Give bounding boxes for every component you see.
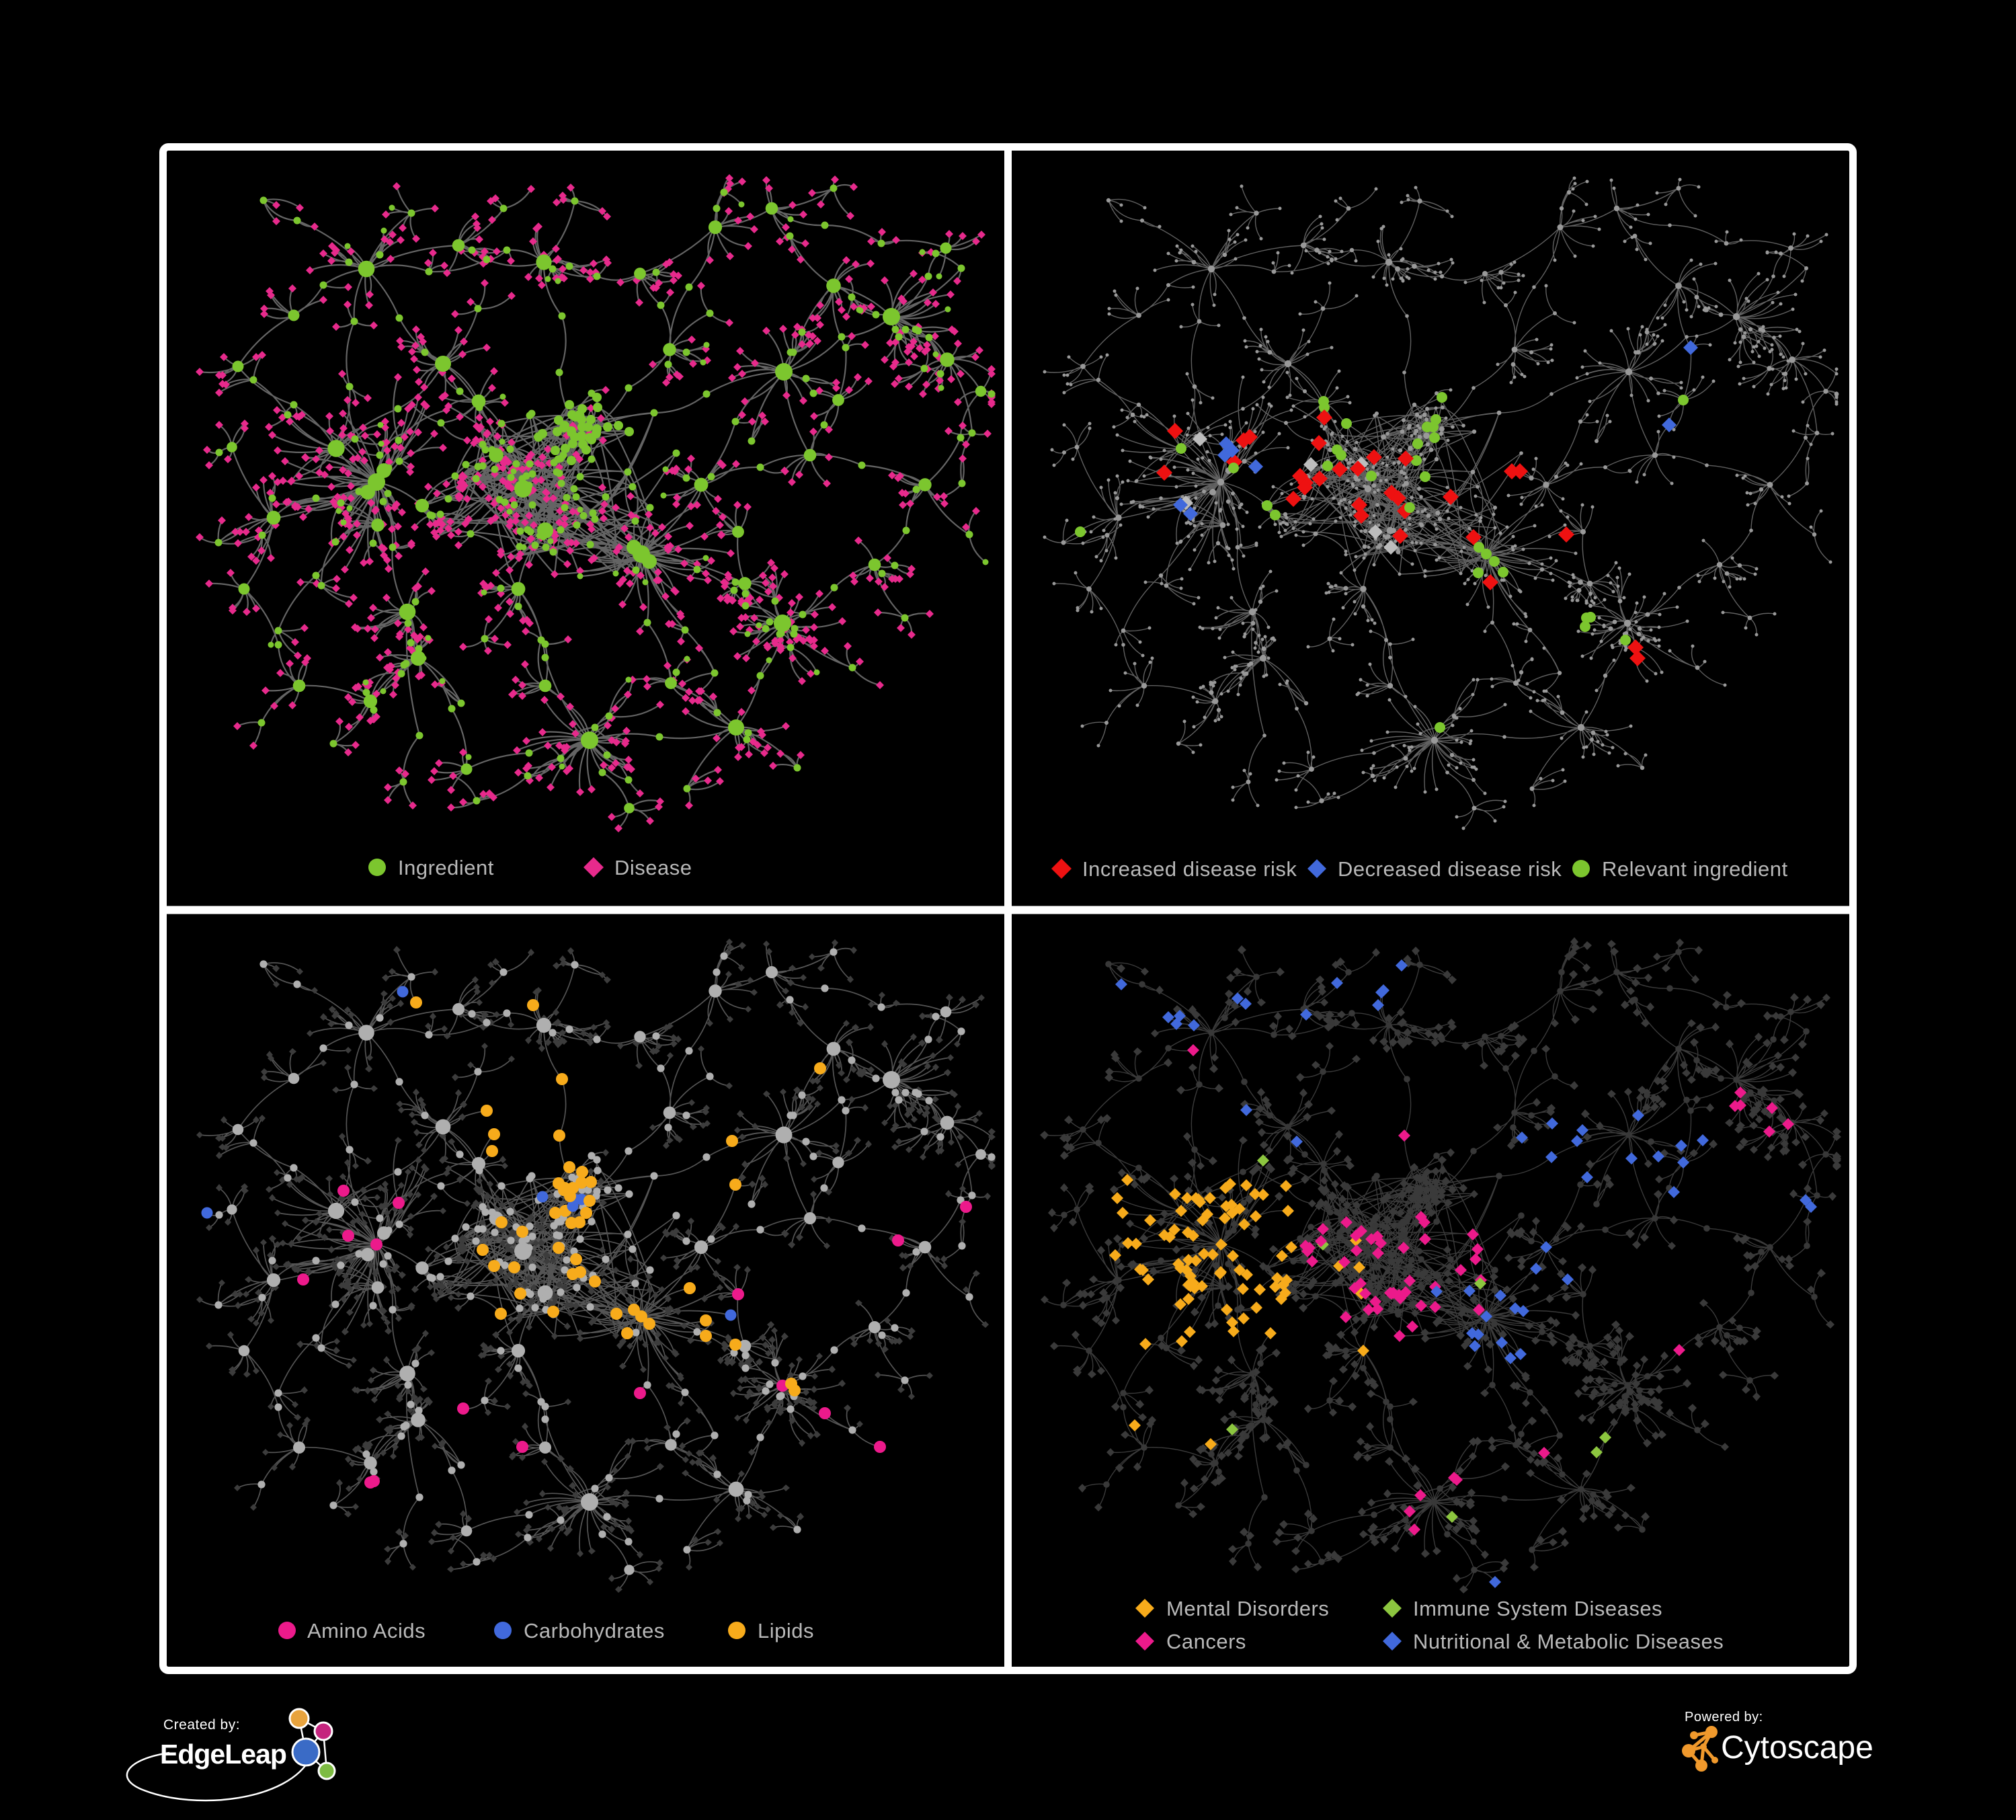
svg-text:Mental Disorders: Mental Disorders xyxy=(1166,1597,1329,1620)
svg-text:Decreased disease risk: Decreased disease risk xyxy=(1338,857,1562,881)
svg-text:Created by:: Created by: xyxy=(163,1717,240,1733)
svg-text:Amino Acids: Amino Acids xyxy=(307,1619,426,1643)
svg-text:Lipids: Lipids xyxy=(758,1619,814,1643)
svg-text:Relevant ingredient: Relevant ingredient xyxy=(1602,857,1788,881)
svg-text:Cancers: Cancers xyxy=(1166,1630,1246,1653)
svg-text:Disease: Disease xyxy=(614,856,692,879)
svg-text:Increased disease risk: Increased disease risk xyxy=(1082,857,1297,881)
svg-text:Nutritional & Metabolic Diseas: Nutritional & Metabolic Diseases xyxy=(1413,1630,1724,1653)
svg-text:Immune System Diseases: Immune System Diseases xyxy=(1413,1597,1662,1620)
svg-text:Ingredient: Ingredient xyxy=(398,856,494,879)
svg-text:EdgeLeap: EdgeLeap xyxy=(160,1739,286,1770)
svg-text:Powered by:: Powered by: xyxy=(1685,1710,1763,1725)
svg-text:Carbohydrates: Carbohydrates xyxy=(524,1619,665,1643)
svg-text:Cytoscape: Cytoscape xyxy=(1721,1730,1873,1766)
